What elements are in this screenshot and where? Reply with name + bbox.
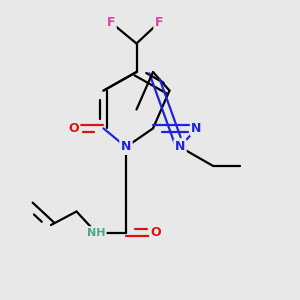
Text: F: F [107,16,115,29]
Text: O: O [151,226,161,239]
Text: NH: NH [87,227,105,238]
Text: N: N [191,122,202,135]
Text: F: F [155,16,163,29]
Text: N: N [175,140,185,154]
Text: N: N [121,140,131,154]
Text: O: O [68,122,79,135]
